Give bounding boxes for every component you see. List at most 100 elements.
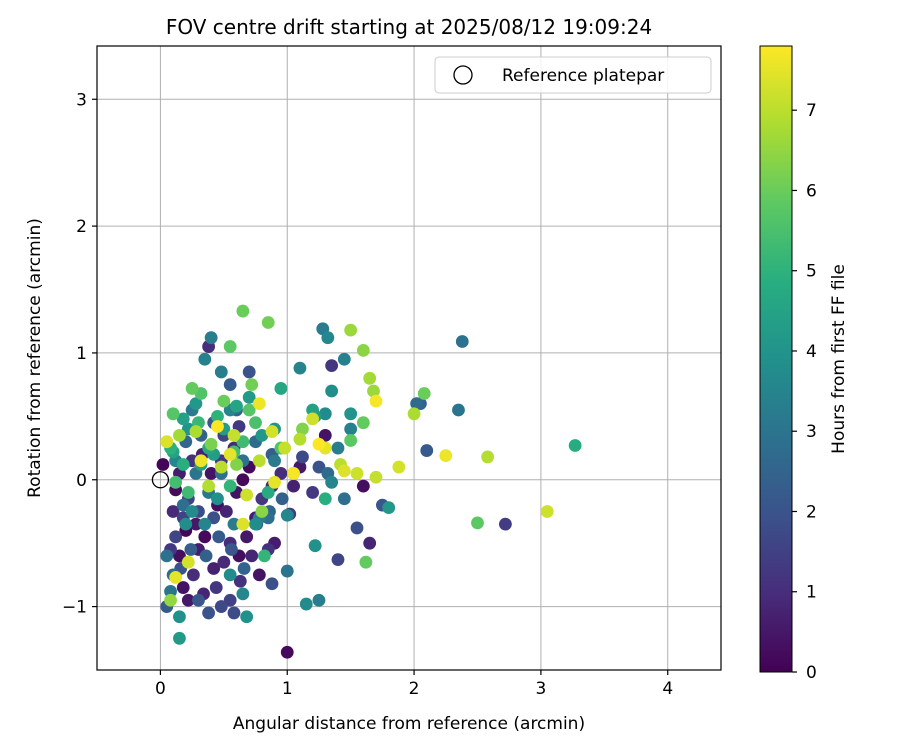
data-point xyxy=(223,447,237,461)
data-point xyxy=(481,450,495,464)
data-point xyxy=(185,505,199,518)
data-point xyxy=(420,444,434,457)
data-point xyxy=(209,581,223,594)
data-point xyxy=(344,434,358,447)
data-point xyxy=(249,416,262,430)
data-point xyxy=(337,352,351,366)
data-point xyxy=(181,486,195,499)
reference-platepar-marker xyxy=(151,471,170,489)
data-point xyxy=(223,378,237,392)
data-point xyxy=(274,467,288,480)
data-point xyxy=(293,361,307,375)
data-point xyxy=(407,407,421,421)
y-axis-label: Rotation from reference (arcmin) xyxy=(25,218,45,498)
data-point xyxy=(268,475,281,489)
colorbar-label: Hours from first FF file xyxy=(829,264,849,454)
data-point xyxy=(236,304,250,318)
data-point xyxy=(186,568,200,582)
data-point xyxy=(236,435,250,449)
data-point xyxy=(223,340,237,353)
data-point xyxy=(227,606,241,620)
data-point xyxy=(308,539,322,553)
colorbar: 0 1 2 3 4 5 6 7 Hours from first FF file xyxy=(759,45,849,683)
data-point xyxy=(306,486,320,499)
scatter-points xyxy=(156,304,582,659)
data-point xyxy=(176,458,190,471)
data-point xyxy=(337,464,351,478)
data-point xyxy=(369,394,383,408)
data-point xyxy=(217,394,231,408)
data-point xyxy=(255,428,269,442)
data-point xyxy=(498,517,512,531)
data-point xyxy=(344,422,358,436)
data-point xyxy=(189,425,203,438)
data-point xyxy=(265,425,279,438)
data-point xyxy=(189,517,203,531)
grid xyxy=(97,46,721,670)
legend-reference-marker xyxy=(453,65,473,85)
colorbar-tick-label: 0 xyxy=(806,663,817,683)
data-point xyxy=(382,501,396,515)
data-point xyxy=(160,549,174,563)
data-point xyxy=(278,441,292,455)
data-point xyxy=(181,593,195,607)
data-point xyxy=(211,409,224,423)
data-point xyxy=(356,343,370,357)
data-point xyxy=(212,530,226,544)
y-tick-label: 0 xyxy=(76,471,87,491)
data-point xyxy=(331,553,345,567)
data-point xyxy=(169,530,183,544)
x-tick-label: 2 xyxy=(409,679,420,699)
data-point xyxy=(321,331,335,345)
data-point xyxy=(363,371,377,385)
data-point xyxy=(344,407,358,421)
data-point xyxy=(439,449,453,463)
data-point xyxy=(287,467,300,480)
data-point xyxy=(173,428,186,442)
data-point xyxy=(312,460,326,474)
data-point xyxy=(160,435,174,449)
data-point xyxy=(392,460,406,474)
data-point xyxy=(312,593,326,607)
data-point xyxy=(306,412,320,426)
data-point xyxy=(240,610,254,624)
data-point xyxy=(227,517,241,531)
data-point xyxy=(217,555,231,569)
x-tick-label: 0 xyxy=(155,679,166,699)
data-point xyxy=(540,505,554,518)
data-point xyxy=(164,593,177,607)
data-point xyxy=(204,331,218,345)
data-point xyxy=(258,549,271,563)
data-point xyxy=(242,365,256,379)
data-point xyxy=(166,407,180,421)
x-axis-label: Angular distance from reference (arcmin) xyxy=(233,714,585,734)
data-point xyxy=(181,555,195,569)
y-tick-label: 3 xyxy=(76,90,87,110)
data-point xyxy=(337,492,351,506)
data-point xyxy=(280,645,294,659)
data-point xyxy=(455,335,469,348)
data-point xyxy=(245,549,259,563)
data-point xyxy=(173,631,186,645)
data-point xyxy=(219,505,233,518)
data-point xyxy=(176,412,190,426)
data-point xyxy=(293,432,307,446)
data-point xyxy=(471,516,484,530)
data-point xyxy=(252,568,266,582)
data-point xyxy=(202,606,216,620)
data-point xyxy=(356,416,370,430)
legend: Reference platepar xyxy=(434,56,712,94)
data-point xyxy=(249,517,262,531)
colorbar-tick-label: 3 xyxy=(806,422,817,442)
data-point xyxy=(223,479,237,493)
data-point xyxy=(185,382,199,395)
data-point xyxy=(240,530,254,544)
data-point xyxy=(227,428,241,442)
data-point xyxy=(236,587,250,601)
data-point xyxy=(204,437,218,451)
x-axis-ticks: 0 1 2 3 4 xyxy=(155,670,673,699)
data-point xyxy=(199,549,213,563)
data-point xyxy=(207,511,221,525)
y-tick-label: −1 xyxy=(62,598,87,618)
